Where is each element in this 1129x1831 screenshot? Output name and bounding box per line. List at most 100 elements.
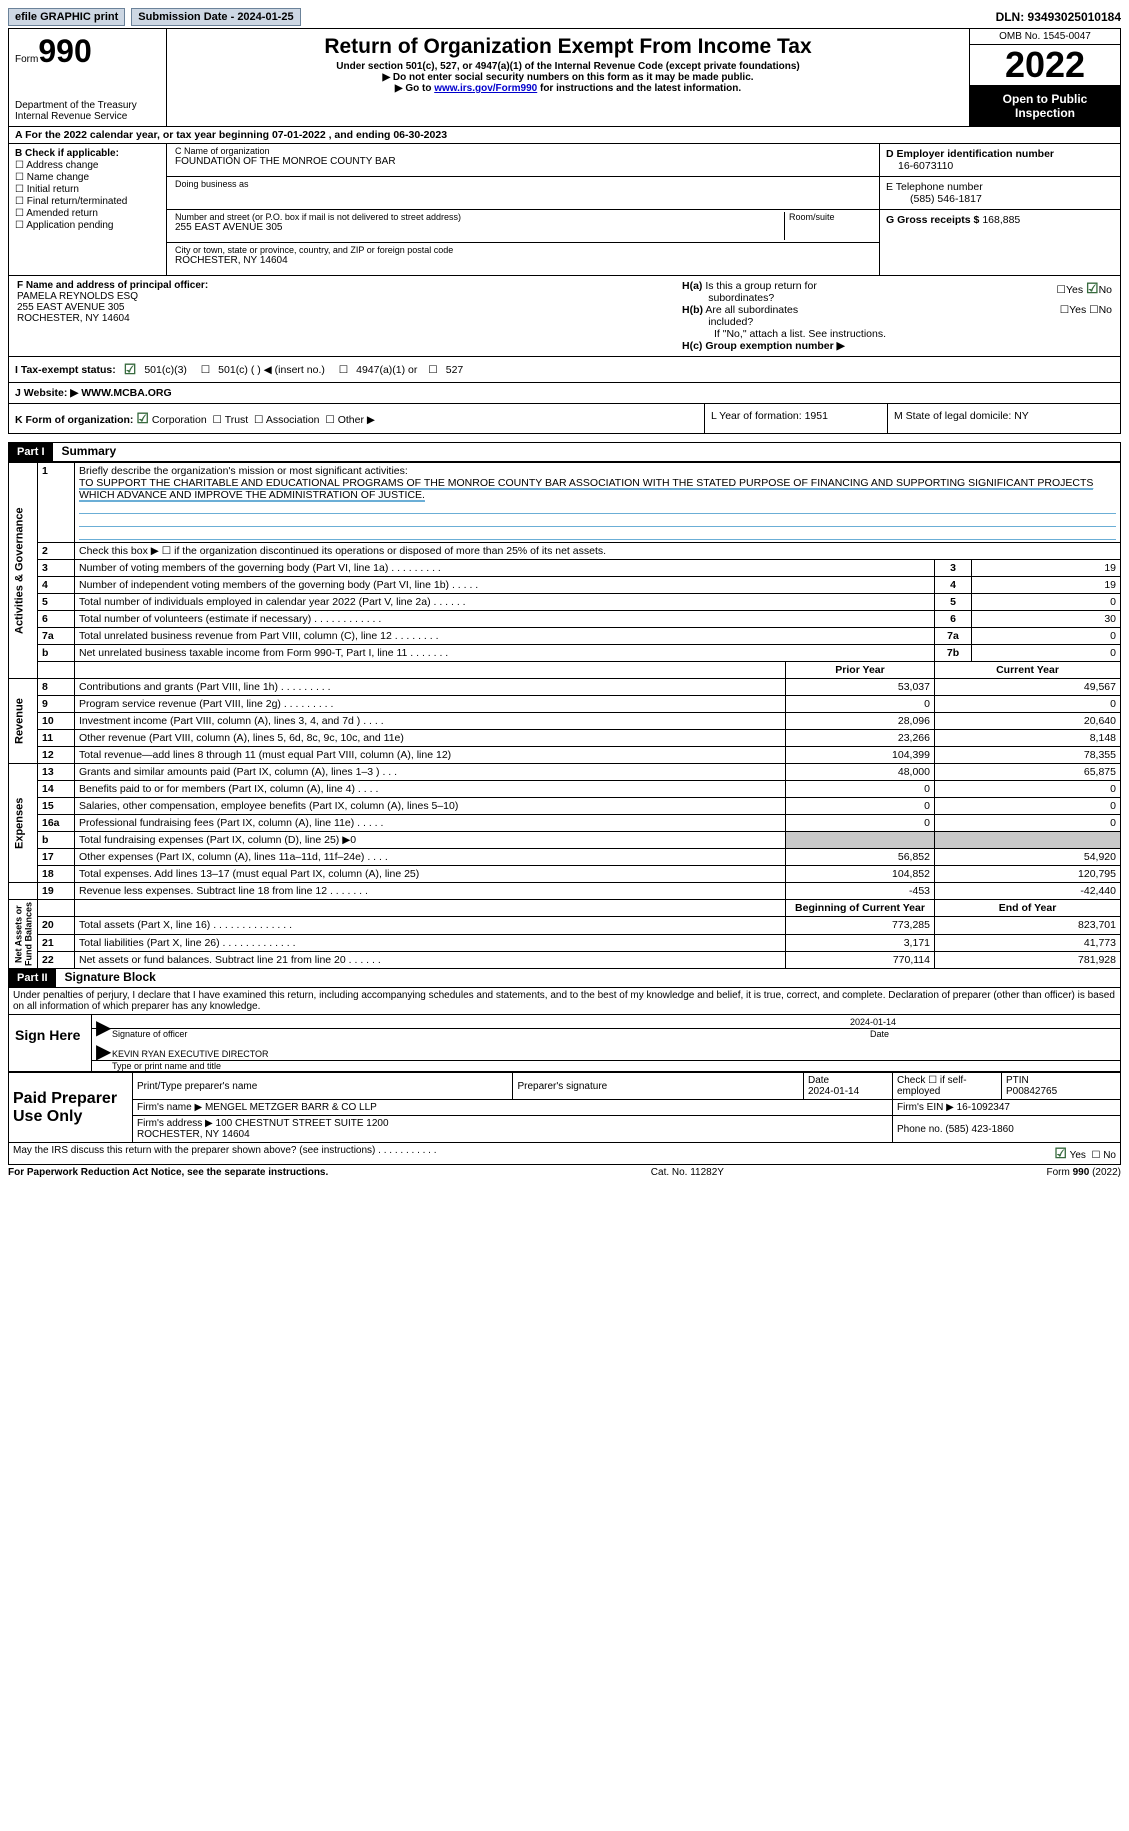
part2-header: Part II [9,969,56,987]
vert-gov: Activities & Governance [9,463,38,679]
f-label: F Name and address of principal officer: [17,280,666,291]
vert-net: Net Assets orFund Balances [9,900,38,969]
k-label: K Form of organization: [15,414,133,426]
calendar-year: A For the 2022 calendar year, or tax yea… [9,127,1120,144]
city-label: City or town, state or province, country… [171,245,875,255]
ptin-label: PTIN [1006,1075,1029,1086]
cb-amended: ☐ Amended return [15,208,160,219]
b-label: B Check if applicable: [15,148,160,159]
phone-label: E Telephone number [886,181,1114,193]
dept-text: Department of the Treasury Internal Reve… [15,100,160,122]
org-name: FOUNDATION OF THE MONROE COUNTY BAR [171,156,875,167]
efile-print-button[interactable]: efile GRAPHIC print [8,8,125,26]
website: WWW.MCBA.ORG [81,387,171,399]
room-label: Room/suite [785,212,875,222]
form-org-row: K Form of organization: ☑ Corporation ☐ … [9,403,1120,433]
summary-table: Activities & Governance 1 Briefly descri… [8,462,1121,969]
top-header: efile GRAPHIC print Submission Date - 20… [8,8,1121,26]
phone: (585) 546-1817 [886,193,1114,205]
prep-date: Date 2024-01-14 [804,1073,893,1100]
hb-note: If "No," attach a list. See instructions… [682,328,1112,340]
website-row: J Website: ▶ WWW.MCBA.ORG [9,382,1120,403]
preparer-table: Paid Preparer Use Only Print/Type prepar… [8,1072,1121,1143]
irs-link[interactable]: www.irs.gov/Form990 [434,83,537,94]
form-year-block: OMB No. 1545-0047 2022 Open to Public In… [969,29,1120,126]
paid-prep-label: Paid Preparer Use Only [9,1073,133,1143]
4947: 4947(a)(1) or [356,364,417,376]
sig-date: 2024-01-14 [830,1015,1120,1029]
self-emp: Check ☐ if self-employed [893,1073,1002,1100]
section-d: D Employer identification number 16-6073… [879,144,1120,275]
type-print: Type or print name and title [92,1061,1120,1071]
prep-phone: (585) 423-1860 [945,1124,1013,1135]
discuss-row: May the IRS discuss this return with the… [8,1143,1121,1165]
prep-phone-label: Phone no. [897,1124,943,1135]
dba-label: Doing business as [171,179,875,189]
prep-sig-label: Preparer's signature [513,1073,804,1100]
line1-label: Briefly describe the organization's miss… [79,465,408,477]
501c: 501(c) ( ) ◀ (insert no.) [218,364,325,376]
officer-name-title: KEVIN RYAN EXECUTIVE DIRECTOR [112,1049,269,1059]
j-label: J Website: ▶ [15,387,78,399]
527: 527 [446,364,464,376]
tax-status-row: I Tax-exempt status: ☑ 501(c)(3) ☐ 501(c… [9,356,1120,382]
line2: Check this box ▶ ☐ if the organization d… [75,543,1121,560]
officer-name: PAMELA REYNOLDS ESQ [17,291,666,302]
form-id-block: Form990 Department of the Treasury Inter… [9,29,167,126]
discuss-text: May the IRS discuss this return with the… [13,1145,437,1162]
gross-label: G Gross receipts $ [886,214,979,226]
street: 255 EAST AVENUE 305 [171,222,784,233]
footer: For Paperwork Reduction Act Notice, see … [8,1165,1121,1178]
form-title: Return of Organization Exempt From Incom… [171,35,965,59]
firm-addr-label: Firm's address ▶ [137,1118,213,1129]
officer-addr2: ROCHESTER, NY 14604 [17,313,666,324]
street-label: Number and street (or P.O. box if mail i… [171,212,784,222]
note2-pre: ▶ Go to [395,83,434,94]
form-header: Form990 Department of the Treasury Inter… [8,28,1121,127]
part1-title: Summary [55,444,116,458]
sig-officer-label: Signature of officer [92,1029,870,1039]
firm-ein: 16-1092347 [957,1102,1010,1113]
section-h: H(a) Is this a group return for subordin… [674,276,1120,356]
firm-name-label: Firm's name ▶ [137,1102,202,1113]
penalties-text: Under penalties of perjury, I declare th… [9,988,1120,1014]
cb-final: ☐ Final return/terminated [15,196,160,207]
section-b: B Check if applicable: ☐ Address change … [9,144,167,275]
print-name-label: Print/Type preparer's name [133,1073,513,1100]
part1-header: Part I [9,443,53,461]
form-label: Form [15,54,38,65]
cb-name: ☐ Name change [15,172,160,183]
form-note1: ▶ Do not enter social security numbers o… [171,72,965,83]
501c3: 501(c)(3) [144,364,187,376]
omb-number: OMB No. 1545-0047 [970,29,1120,45]
submission-date-button[interactable]: Submission Date - 2024-01-25 [131,8,300,26]
vert-exp: Expenses [9,764,38,883]
form-subtitle: Under section 501(c), 527, or 4947(a)(1)… [171,61,965,72]
ein: 16-6073110 [886,160,1114,172]
city: ROCHESTER, NY 14604 [171,255,875,266]
part2-title: Signature Block [59,970,156,984]
ein-label: D Employer identification number [886,148,1114,160]
tax-year: 2022 [970,45,1120,86]
ptin: P00842765 [1006,1086,1057,1097]
m-state: M State of legal domicile: NY [887,404,1120,433]
section-c: C Name of organization FOUNDATION OF THE… [167,144,879,275]
date-label: Date [870,1029,1120,1039]
mission: TO SUPPORT THE CHARITABLE AND EDUCATIONA… [79,477,1093,502]
dln-text: DLN: 93493025010184 [996,10,1121,24]
l-year: L Year of formation: 1951 [704,404,887,433]
cb-app: ☐ Application pending [15,220,160,231]
gross: 168,885 [982,214,1020,226]
cat-no: Cat. No. 11282Y [651,1167,724,1178]
i-label: I Tax-exempt status: [15,364,116,376]
officer-addr1: 255 EAST AVENUE 305 [17,302,666,313]
form-number: 990 [38,33,91,69]
hc-label: H(c) Group exemption number ▶ [682,340,845,352]
cb-initial: ☐ Initial return [15,184,160,195]
c-name-label: C Name of organization [171,146,875,156]
form-footer: Form 990 (2022) [1047,1167,1121,1178]
paperwork: For Paperwork Reduction Act Notice, see … [8,1167,328,1178]
firm-ein-label: Firm's EIN ▶ [897,1102,954,1113]
section-f: F Name and address of principal officer:… [9,276,674,356]
note2-post: for instructions and the latest informat… [537,83,741,94]
